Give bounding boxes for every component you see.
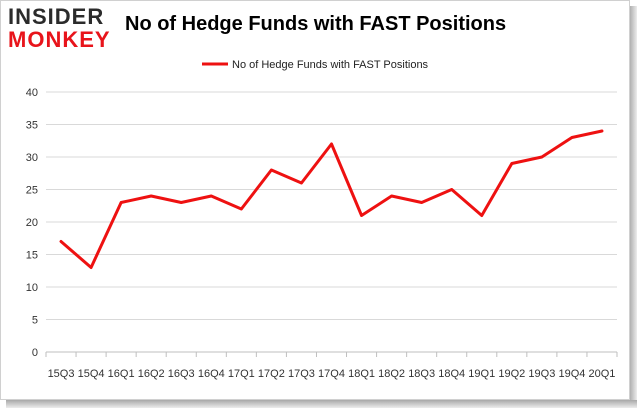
frame-shadow-right <box>630 6 637 407</box>
y-tick-label: 20 <box>26 217 38 229</box>
chart-title: No of Hedge Funds with FAST Positions <box>125 13 507 35</box>
data-point <box>450 188 453 191</box>
x-tick-label: 18Q4 <box>438 368 465 380</box>
logo-text-top: INSIDER <box>8 4 105 29</box>
data-point <box>240 207 243 211</box>
y-tick-label: 30 <box>26 152 38 164</box>
x-tick-label: 17Q2 <box>258 368 285 380</box>
x-tick-label: 18Q1 <box>348 368 375 380</box>
x-tick-label: 20Q1 <box>589 368 616 380</box>
data-point <box>540 155 544 159</box>
insider-monkey-logo: INSIDER MONKEY <box>6 4 118 54</box>
y-tick-label: 25 <box>26 185 38 197</box>
x-tick-label: 16Q4 <box>198 368 225 380</box>
data-point <box>330 142 333 146</box>
data-point <box>270 168 273 172</box>
x-tick-label: 17Q1 <box>228 368 255 380</box>
data-point <box>480 214 483 217</box>
data-point <box>570 136 574 139</box>
y-tick-label: 5 <box>32 315 38 327</box>
data-point <box>149 194 153 198</box>
data-point <box>180 201 183 204</box>
data-point <box>600 129 604 133</box>
data-point <box>510 162 514 165</box>
x-tick-label: 18Q2 <box>378 368 405 380</box>
y-tick-label: 0 <box>32 347 38 359</box>
x-tick-label: 19Q3 <box>528 368 555 380</box>
x-tick-label: 17Q3 <box>288 368 315 380</box>
data-point <box>300 181 303 185</box>
x-tick-label: 15Q4 <box>78 368 105 380</box>
x-tick-label: 16Q2 <box>138 368 165 380</box>
data-point <box>119 201 123 204</box>
x-tick-label: 17Q4 <box>318 368 345 380</box>
data-point <box>390 194 393 198</box>
x-tick-label: 19Q4 <box>558 368 585 380</box>
series-line <box>59 129 604 269</box>
x-tick-label: 19Q2 <box>498 368 525 380</box>
y-tick-label: 35 <box>26 120 38 132</box>
y-tick-label: 15 <box>26 250 38 262</box>
x-tick-label: 19Q1 <box>468 368 495 380</box>
x-tick-label: 15Q3 <box>48 368 75 380</box>
x-tick-label: 18Q3 <box>408 368 435 380</box>
x-tick-label: 16Q1 <box>108 368 135 380</box>
data-point <box>59 240 63 243</box>
data-point <box>89 266 93 269</box>
legend-label: No of Hedge Funds with FAST Positions <box>232 59 429 71</box>
chart-frame <box>0 0 630 400</box>
frame-shadow-bottom <box>6 400 637 408</box>
data-point <box>420 201 423 204</box>
data-point <box>360 214 363 217</box>
y-tick-label: 40 <box>26 87 38 99</box>
x-tick-label: 16Q3 <box>168 368 195 380</box>
logo-text-bottom: MONKEY <box>8 27 111 52</box>
y-tick-label: 10 <box>26 282 38 294</box>
data-point <box>210 194 213 198</box>
